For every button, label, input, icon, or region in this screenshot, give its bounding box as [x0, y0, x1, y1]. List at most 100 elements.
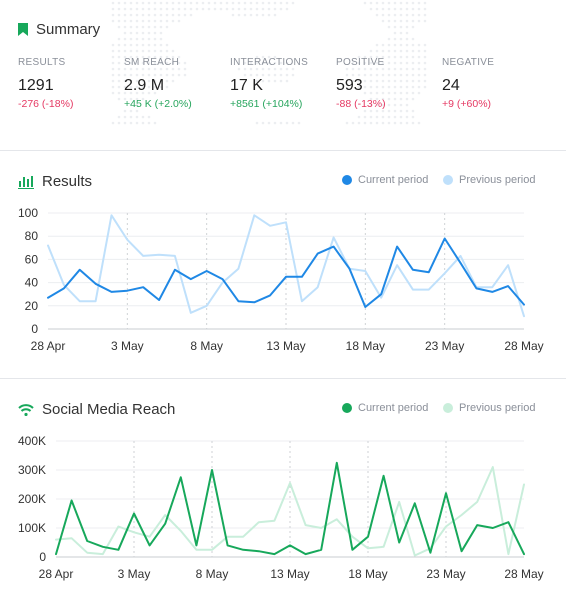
map-dot	[369, 109, 373, 113]
map-dot	[117, 19, 121, 23]
map-dot	[165, 85, 169, 89]
map-dot	[279, 79, 283, 83]
map-dot	[147, 49, 151, 53]
map-dot	[255, 55, 259, 59]
map-dot	[393, 13, 397, 17]
map-dot	[111, 49, 115, 53]
map-dot	[147, 85, 151, 89]
map-dot	[405, 1, 409, 5]
map-dot	[357, 61, 361, 65]
metric-label: RESULTS	[18, 57, 66, 68]
map-dot	[399, 115, 403, 119]
map-dot	[375, 109, 379, 113]
map-dot	[369, 79, 373, 83]
map-dot	[273, 79, 277, 83]
map-dot	[423, 49, 427, 53]
map-dot	[381, 115, 385, 119]
map-dot	[417, 79, 421, 83]
map-dot	[117, 79, 121, 83]
map-dot	[417, 19, 421, 23]
map-dot	[267, 7, 271, 11]
map-dot	[381, 103, 385, 107]
map-dot	[369, 61, 373, 65]
map-dot	[387, 121, 391, 125]
map-dot	[357, 67, 361, 71]
map-dot	[129, 103, 133, 107]
reach-legend-current[interactable]: Current period	[342, 402, 428, 414]
map-dot	[141, 55, 145, 59]
legend-label: Previous period	[459, 402, 536, 414]
map-dot	[243, 61, 247, 65]
map-dot	[117, 1, 121, 5]
map-dot	[255, 1, 259, 5]
map-dot	[405, 73, 409, 77]
map-dot	[405, 25, 409, 29]
map-dot	[417, 73, 421, 77]
map-dot	[141, 49, 145, 53]
map-dot	[405, 97, 409, 101]
map-dot	[363, 73, 367, 77]
map-dot	[393, 37, 397, 41]
map-dot	[159, 31, 163, 35]
map-dot	[405, 91, 409, 95]
map-dot	[225, 7, 229, 11]
map-dot	[147, 73, 151, 77]
map-dot	[363, 1, 367, 5]
map-dot	[183, 61, 187, 65]
map-dot	[129, 31, 133, 35]
map-dot	[183, 1, 187, 5]
map-dot	[417, 13, 421, 17]
map-dot	[261, 73, 265, 77]
map-dot	[135, 1, 139, 5]
map-dot	[117, 85, 121, 89]
map-dot	[183, 7, 187, 11]
map-dot	[405, 103, 409, 107]
map-dot	[159, 67, 163, 71]
map-dot	[399, 25, 403, 29]
map-dot	[111, 13, 115, 17]
map-dot	[387, 85, 391, 89]
map-dot	[171, 1, 175, 5]
map-dot	[153, 7, 157, 11]
map-dot	[369, 115, 373, 119]
map-dot	[381, 7, 385, 11]
map-dot	[405, 7, 409, 11]
map-dot	[123, 1, 127, 5]
map-dot	[417, 61, 421, 65]
map-dot	[249, 61, 253, 65]
map-dot	[375, 67, 379, 71]
x-tick-label: 3 May	[118, 567, 151, 581]
map-dot	[393, 91, 397, 95]
metric-change: -276 (-18%)	[18, 98, 74, 110]
map-dot	[345, 67, 349, 71]
map-dot	[291, 121, 295, 125]
map-dot	[285, 61, 289, 65]
y-tick-label: 100K	[18, 521, 46, 535]
map-dot	[123, 43, 127, 47]
map-dot	[135, 67, 139, 71]
map-dot	[387, 109, 391, 113]
reach-legend-previous[interactable]: Previous period	[443, 402, 535, 414]
map-dot	[159, 85, 163, 89]
map-dot	[171, 19, 175, 23]
map-dot	[279, 73, 283, 77]
map-dot	[375, 103, 379, 107]
map-dot	[393, 97, 397, 101]
map-dot	[357, 79, 361, 83]
map-dot	[153, 61, 157, 65]
map-dot	[273, 73, 277, 77]
map-dot	[147, 25, 151, 29]
metric-change: +8561 (+104%)	[230, 98, 303, 110]
results-legend-current[interactable]: Current period	[342, 174, 428, 186]
metric-label: NEGATIVE	[442, 57, 495, 68]
map-dot	[399, 43, 403, 47]
map-dot	[381, 67, 385, 71]
map-dot	[261, 1, 265, 5]
map-dot	[111, 121, 115, 125]
results-legend-previous[interactable]: Previous period	[443, 174, 535, 186]
map-dot	[375, 49, 379, 53]
map-dot	[135, 115, 139, 119]
map-dot	[273, 13, 277, 17]
y-tick-label: 0	[39, 550, 46, 564]
map-dot	[129, 13, 133, 17]
